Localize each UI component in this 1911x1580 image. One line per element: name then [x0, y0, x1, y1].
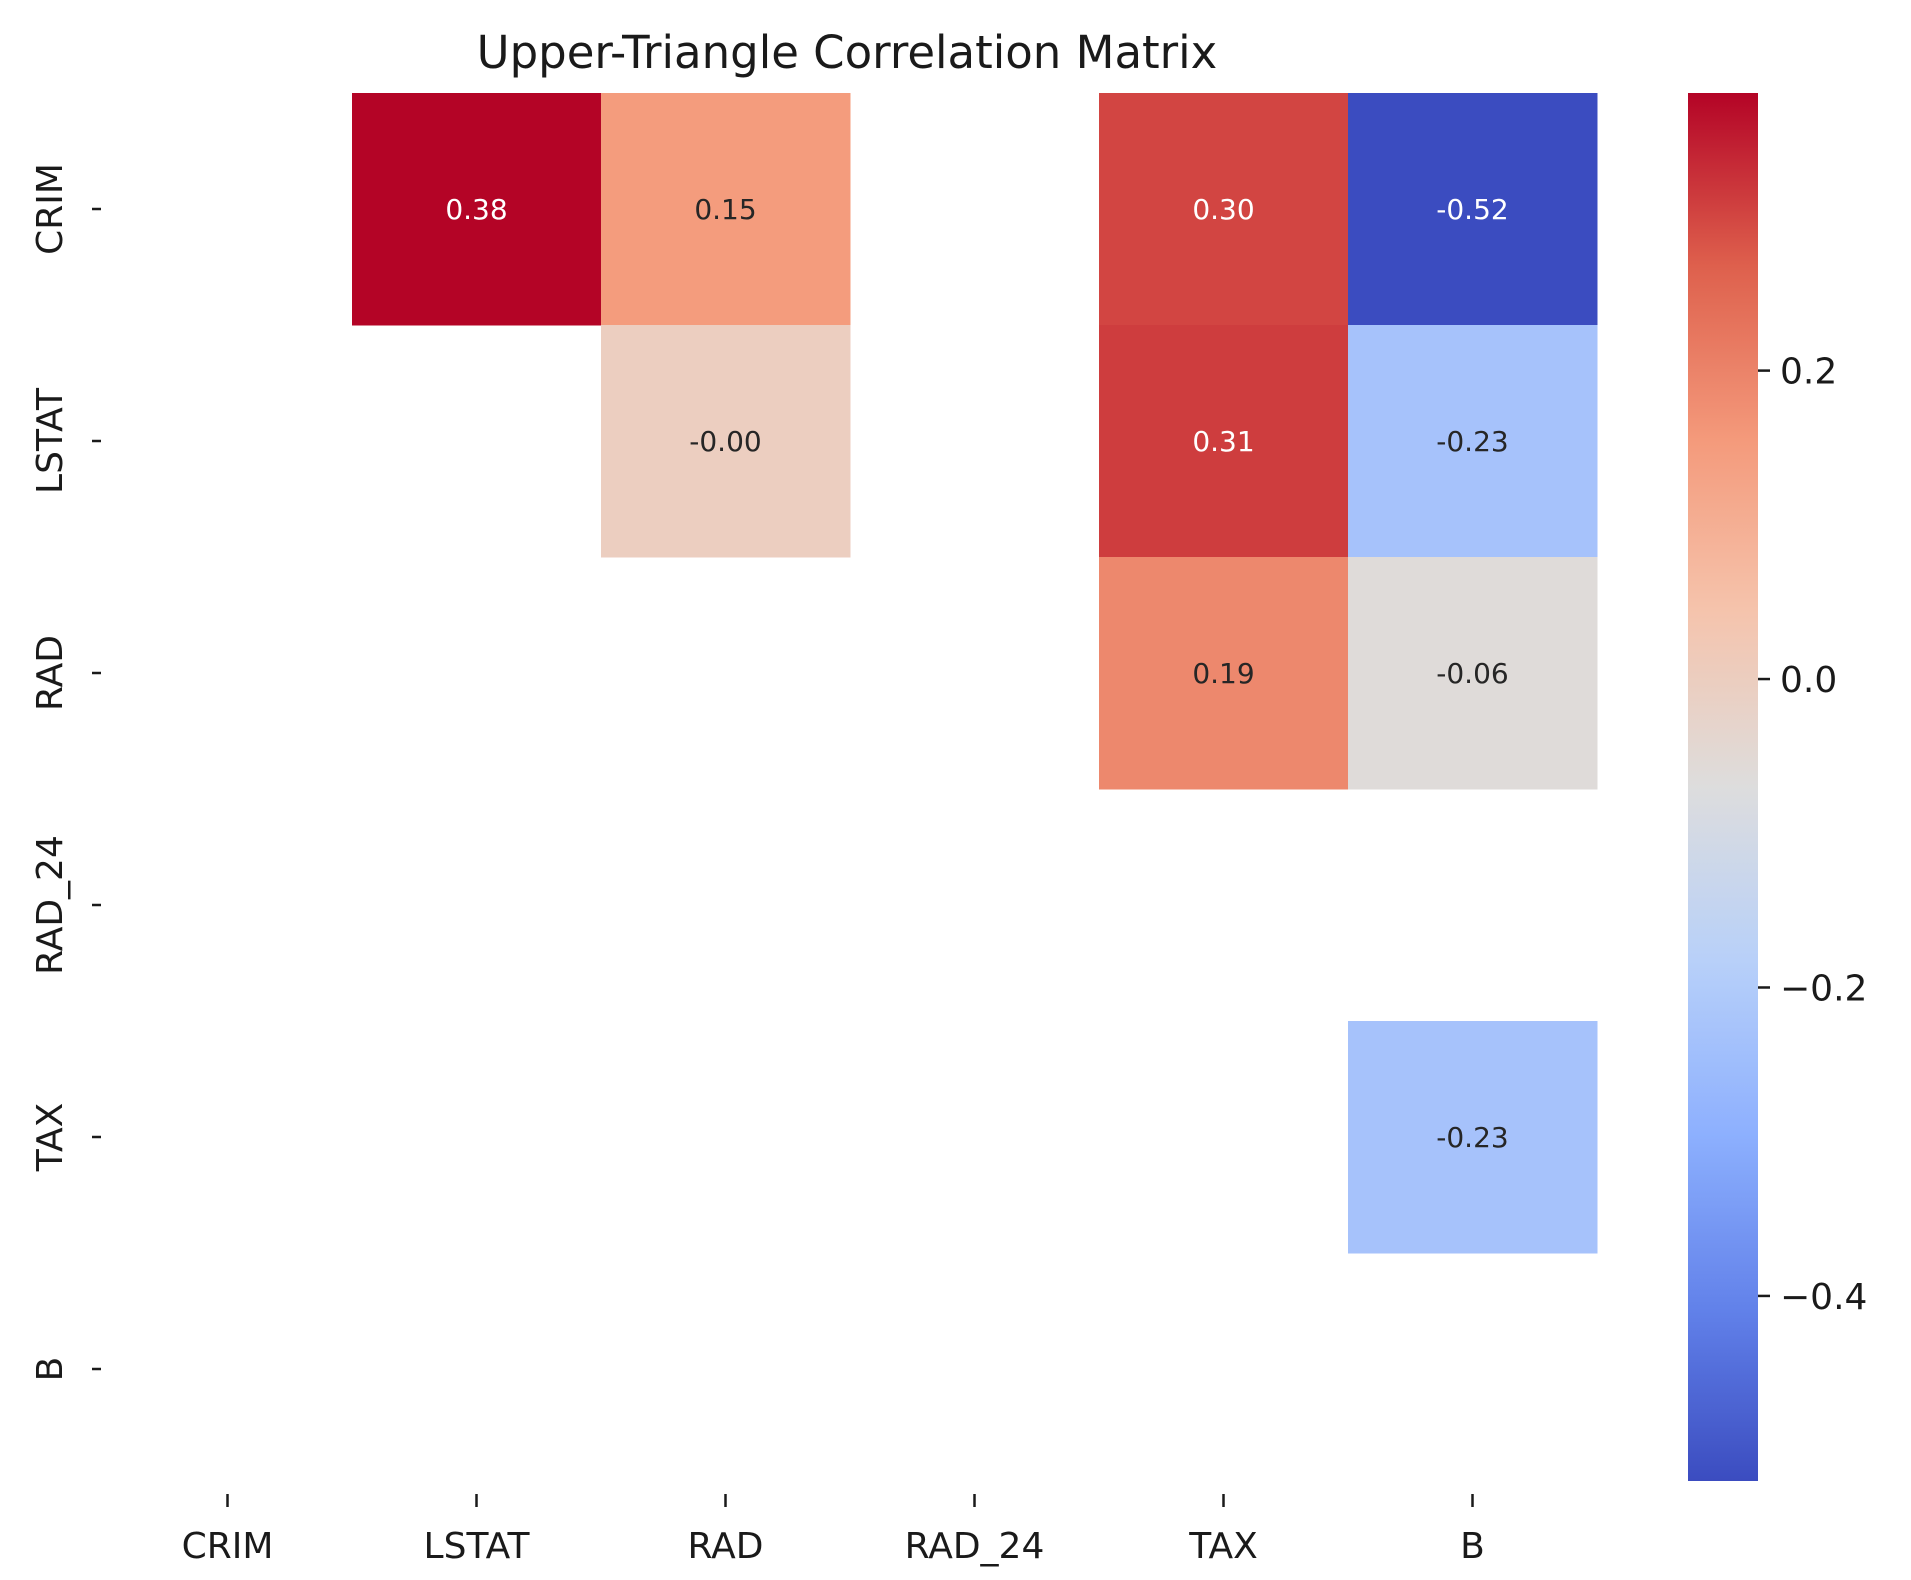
cell-value-label: -0.52 [1436, 193, 1508, 226]
y-tick-label-lstat: LSTAT [30, 387, 71, 494]
x-axis: CRIM LSTAT RAD RAD_24 TAX B [182, 1494, 1485, 1567]
chart-title: Upper-Triangle Correlation Matrix [477, 26, 1218, 79]
x-tick-label-lstat: LSTAT [424, 1526, 531, 1567]
cell-value-label: 0.38 [445, 193, 507, 226]
cell-value-label: 0.30 [1192, 193, 1254, 226]
y-tick-label-rad: RAD [30, 635, 71, 711]
heatmap-cell-crim-tax [1099, 93, 1349, 326]
y-tick-label-crim: CRIM [30, 163, 71, 255]
colorbar-tick-label: 0.2 [1780, 352, 1837, 393]
heatmap-cell-rad-b [1348, 557, 1598, 790]
y-axis: CRIM LSTAT RAD RAD_24 TAX B [30, 163, 101, 1381]
cell-value-label: -0.00 [689, 425, 761, 458]
heatmap-cell-crim-lstat [352, 93, 602, 326]
cell-value-label: 0.19 [1192, 657, 1254, 690]
colorbar-tick-label: 0.0 [1780, 660, 1837, 701]
colorbar: 0.2 0.0 −0.2 −0.4 [1688, 93, 1867, 1481]
y-tick-label-rad_24: RAD_24 [30, 835, 71, 975]
cell-value-label: -0.23 [1436, 1121, 1508, 1154]
heatmap-cell-lstat-tax [1099, 325, 1349, 558]
colorbar-tick-label: −0.4 [1780, 1277, 1867, 1318]
cell-value-label: 0.15 [694, 193, 756, 226]
heatmap-cell-crim-b [1348, 93, 1598, 326]
cell-value-label: 0.31 [1192, 425, 1254, 458]
heatmap-cell-rad-tax [1099, 557, 1349, 790]
heatmap-cells [352, 93, 1598, 1254]
y-tick-label-b: B [30, 1357, 71, 1382]
x-tick-label-rad: RAD [688, 1526, 764, 1567]
y-tick-label-tax: TAX [30, 1103, 71, 1172]
colorbar-tick-label: −0.2 [1780, 968, 1867, 1009]
colorbar-gradient [1688, 93, 1758, 1481]
x-tick-label-crim: CRIM [182, 1526, 274, 1567]
heatmap-cell-lstat-rad [601, 325, 851, 558]
x-tick-label-b: B [1460, 1526, 1485, 1567]
heatmap-cell-lstat-b [1348, 325, 1598, 558]
heatmap-cell-crim-rad [601, 93, 851, 326]
cell-value-label: -0.06 [1436, 657, 1508, 690]
x-tick-label-tax: TAX [1188, 1526, 1257, 1567]
heatmap-cell-tax-b [1348, 1021, 1598, 1254]
cell-value-label: -0.23 [1436, 425, 1508, 458]
heatmap-cell-labels: 0.38 0.15 0.30 -0.52 -0.00 0.31 -0.23 0.19 -0.06… [445, 193, 1508, 1154]
x-tick-label-rad_24: RAD_24 [905, 1526, 1045, 1567]
